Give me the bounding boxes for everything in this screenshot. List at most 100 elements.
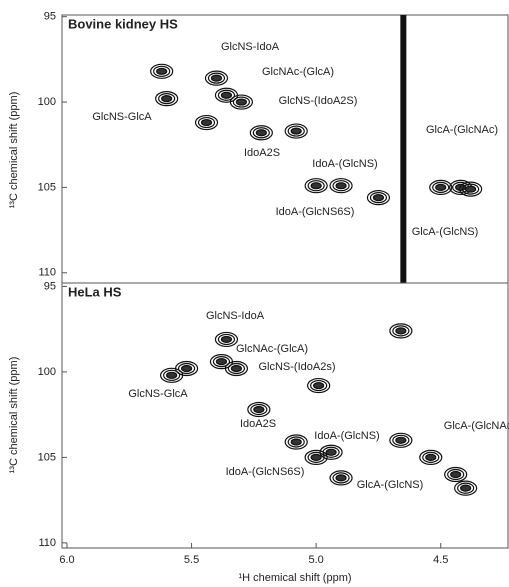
peak-contour [313, 381, 325, 390]
panel-title: Bovine kidney HS [68, 16, 178, 31]
peak-contour [366, 190, 391, 206]
peak-contour [194, 114, 219, 131]
peak-contour [319, 444, 343, 460]
peak-label: GlcNS-(IdoA2s) [258, 361, 335, 373]
peak [389, 432, 413, 448]
peak-label: GlcNAc-(GlcA) [262, 66, 334, 78]
peak [454, 480, 478, 496]
peak-contour [284, 123, 308, 139]
peak-label: IdoA-(GlcNS) [314, 430, 379, 442]
y-tick-label: 110 [38, 267, 56, 279]
peak-contour [217, 333, 236, 346]
peak-contour [247, 401, 271, 418]
peak-label: GlcNS-GlcA [128, 388, 188, 400]
peak-contour [432, 181, 450, 194]
peak-contour [307, 180, 325, 192]
peak-contour [210, 74, 223, 82]
peak-contour [217, 89, 236, 101]
peak-contour [435, 183, 447, 192]
peak-contour [304, 449, 328, 465]
y-tick-label: 95 [44, 280, 56, 292]
peak-contour [395, 436, 407, 444]
y-tick-label: 105 [38, 181, 56, 193]
peak [284, 434, 308, 450]
peak-contour [332, 180, 350, 192]
peak-label: GlcA-(GlcNS) [357, 479, 424, 491]
peak-contour [322, 446, 340, 458]
peak-contour [249, 125, 273, 141]
x-tick-label: 5.5 [184, 554, 199, 566]
peak-contour [197, 116, 216, 129]
y-axis-label: ¹³C chemical shift (ppm) [8, 357, 20, 474]
peak [304, 449, 328, 465]
peak-label: GlcA-(GlcNAc) [426, 124, 498, 136]
peak-contour [335, 182, 347, 190]
peak [229, 94, 253, 110]
y-tick-label: 95 [44, 11, 56, 23]
peak [194, 114, 219, 131]
peak-contour [459, 181, 483, 197]
peak-contour [310, 182, 322, 190]
peak [249, 125, 273, 141]
peak [366, 190, 391, 206]
y-axis-label: ¹³C chemical shift (ppm) [8, 92, 20, 209]
peak-label: GlcNS-IdoA [221, 41, 280, 53]
y-tick-label: 110 [38, 537, 56, 549]
peak-label: GlcA-(GlcNS) [412, 226, 479, 238]
peak [150, 63, 174, 79]
peak-contour [287, 125, 305, 137]
panel-frame [61, 282, 509, 549]
peak-contour [200, 118, 213, 127]
peak-contour [229, 94, 253, 110]
peak-contour [310, 379, 328, 392]
peak-contour [180, 364, 193, 373]
peak [304, 178, 328, 194]
peak [389, 323, 413, 339]
peak-contour [457, 482, 475, 494]
peak [429, 179, 453, 196]
peak-contour [287, 436, 305, 448]
peak-contour [166, 371, 178, 379]
peak-contour [253, 405, 265, 414]
peak [319, 444, 343, 460]
peak-contour [174, 360, 199, 377]
peak [204, 70, 229, 86]
peak [174, 360, 199, 377]
peak-contour [290, 438, 302, 446]
peak-contour [209, 354, 234, 370]
peak-contour [155, 91, 179, 107]
peak-contour [153, 65, 171, 77]
water-ridge [400, 15, 407, 283]
peak-label: GlcNS-(IdoA2S) [279, 95, 358, 107]
x-axis-label: ¹H chemical shift (ppm) [238, 572, 351, 584]
peak-contour [369, 192, 388, 204]
peak-contour [163, 369, 181, 381]
peak-contour [454, 480, 478, 496]
peak-contour [232, 96, 250, 108]
peak-contour [335, 474, 347, 482]
x-tick-label: 6.0 [59, 554, 74, 566]
peak-contour [207, 72, 226, 84]
peak-contour [462, 183, 480, 195]
peak-contour [158, 93, 176, 105]
peak-contour [447, 468, 465, 481]
peak-label: GlcNS-GlcA [92, 111, 152, 123]
peak-contour [444, 466, 468, 483]
peak-contour [460, 484, 472, 492]
peak-label: IdoA2S [244, 147, 280, 159]
peak-contour [215, 358, 228, 366]
peak-contour [156, 67, 168, 75]
peak-contour [212, 356, 231, 368]
peak-contour [310, 453, 322, 461]
peak [419, 449, 443, 465]
peak-contour [329, 470, 353, 486]
x-tick-label: 5.0 [308, 554, 323, 566]
peak-contour [255, 129, 267, 137]
x-tick-label: 4.5 [433, 554, 448, 566]
peak-label: IdoA-(GlcNS6S) [226, 466, 305, 478]
peak-contour [389, 432, 413, 448]
peak-contour [419, 449, 443, 465]
peak-contour [392, 434, 410, 446]
peak [224, 360, 249, 377]
panel-title: HeLa HS [68, 284, 122, 299]
